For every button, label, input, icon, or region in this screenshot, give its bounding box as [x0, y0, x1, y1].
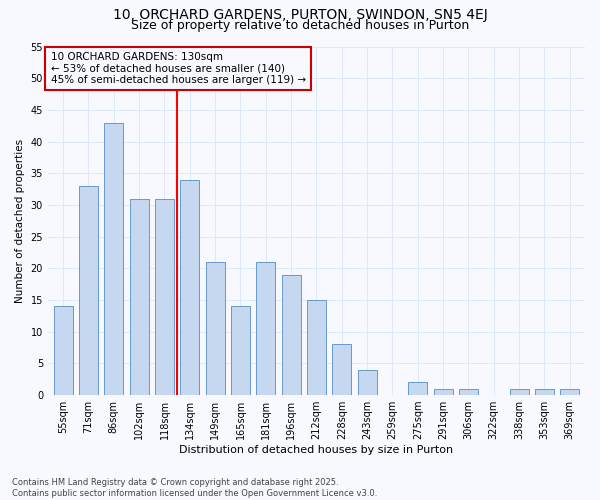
- Bar: [408, 382, 427, 395]
- Bar: [535, 388, 554, 395]
- Bar: [509, 388, 529, 395]
- Text: Contains HM Land Registry data © Crown copyright and database right 2025.
Contai: Contains HM Land Registry data © Crown c…: [12, 478, 377, 498]
- Text: 10, ORCHARD GARDENS, PURTON, SWINDON, SN5 4EJ: 10, ORCHARD GARDENS, PURTON, SWINDON, SN…: [113, 8, 487, 22]
- Y-axis label: Number of detached properties: Number of detached properties: [15, 138, 25, 303]
- Text: 10 ORCHARD GARDENS: 130sqm
← 53% of detached houses are smaller (140)
45% of sem: 10 ORCHARD GARDENS: 130sqm ← 53% of deta…: [50, 52, 306, 85]
- Bar: [307, 300, 326, 395]
- Bar: [256, 262, 275, 395]
- Bar: [358, 370, 377, 395]
- Bar: [459, 388, 478, 395]
- Bar: [104, 122, 123, 395]
- Bar: [434, 388, 452, 395]
- Bar: [180, 180, 199, 395]
- Bar: [53, 306, 73, 395]
- Bar: [155, 198, 174, 395]
- X-axis label: Distribution of detached houses by size in Purton: Distribution of detached houses by size …: [179, 445, 454, 455]
- Bar: [281, 274, 301, 395]
- Text: Size of property relative to detached houses in Purton: Size of property relative to detached ho…: [131, 18, 469, 32]
- Bar: [560, 388, 579, 395]
- Bar: [206, 262, 224, 395]
- Bar: [231, 306, 250, 395]
- Bar: [332, 344, 351, 395]
- Bar: [79, 186, 98, 395]
- Bar: [130, 198, 149, 395]
